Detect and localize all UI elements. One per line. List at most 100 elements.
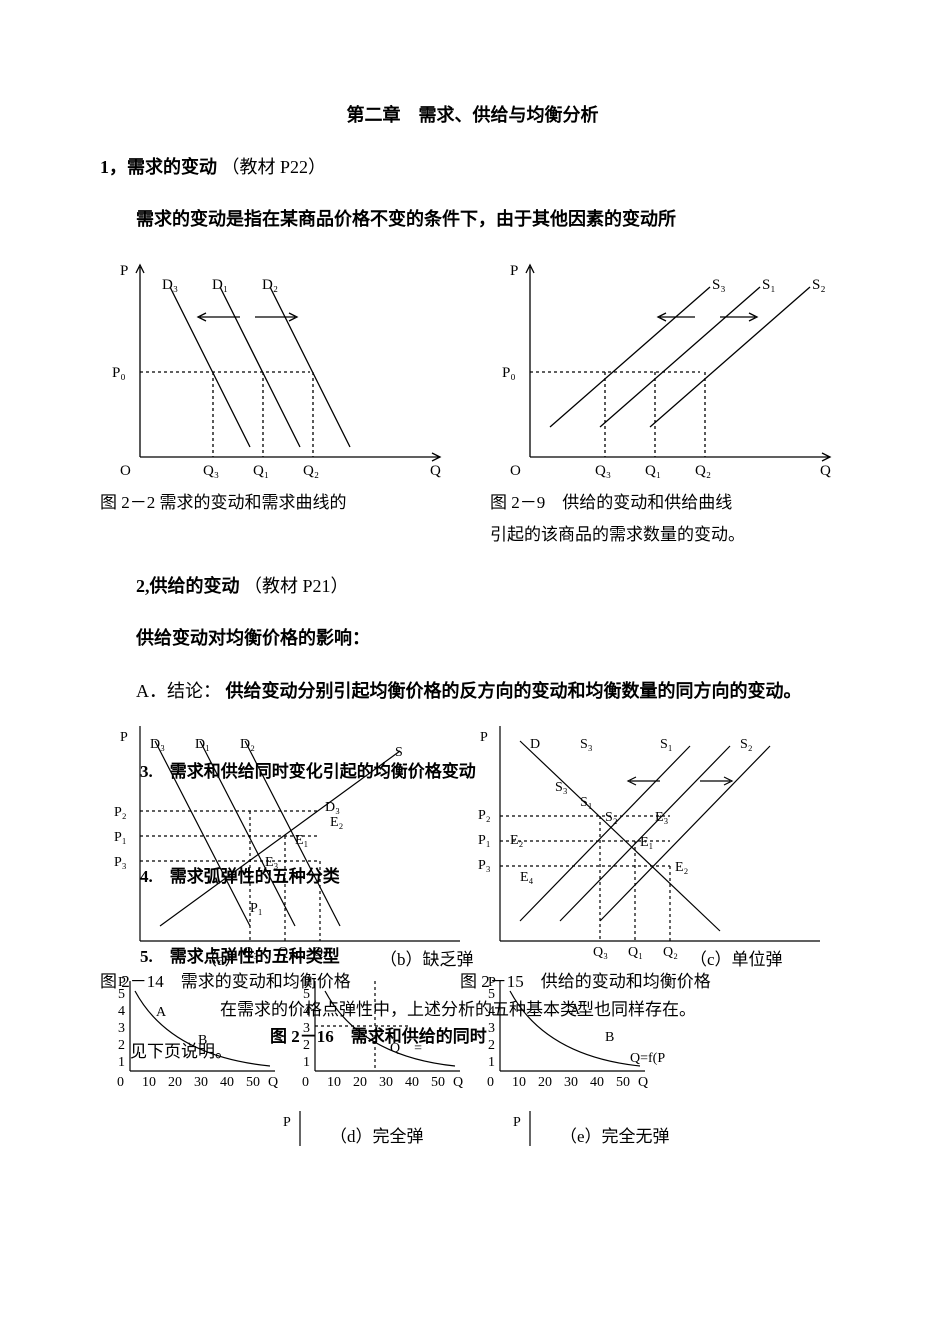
p3-x5: 50 xyxy=(616,1075,630,1090)
fig-2-9-subcaption: 引起的该商品的需求数量的变动。 xyxy=(490,519,850,551)
sec2-conclusion: A．结论： 供给变动分别引起均衡价格的反方向的变动和均衡数量的同方向的变动。 xyxy=(100,674,845,708)
lbl-eqQ: Q = xyxy=(390,1036,422,1063)
fig22-P: P xyxy=(120,263,128,279)
ov-note2: 见下页说明。 xyxy=(130,1036,232,1068)
fig29-S2: S₂ xyxy=(812,277,826,293)
ov-line4: 4. 需求弧弹性的五种分类 xyxy=(140,861,340,893)
p2-x1: 10 xyxy=(327,1075,341,1090)
ov-S2: S₂ xyxy=(740,737,753,752)
fig29-Q2: Q₂ xyxy=(695,463,711,479)
conc-text: 供给变动分别引起均衡价格的反方向的变动和均衡数量的同方向的变动。 xyxy=(226,681,802,701)
ov-P1b: P₁ xyxy=(250,896,263,923)
lbl-c: （c）单位弹 xyxy=(690,944,783,976)
p1-x1: 10 xyxy=(142,1075,156,1090)
fig29-S3: S₃ xyxy=(712,277,726,293)
fig22-D1: D₁ xyxy=(212,277,228,293)
fig-2-9-caption: 图 2－9 供给的变动和供给曲线 xyxy=(490,487,850,519)
lbl-b: （b）缺乏弹 xyxy=(380,944,474,976)
fig-2-9-svg: P P₀ O Q S₃ S₁ S₂ Q₃ Q₁ Q₂ xyxy=(490,257,850,487)
fig29-P: P xyxy=(510,263,518,279)
ov-P-r: P xyxy=(480,730,488,745)
sec1-para: 需求的变动是指在某商品价格不变的条件下，由于其他因素的变动所 xyxy=(100,202,845,236)
fig29-P0: P₀ xyxy=(502,365,516,381)
ov-P1r: P₁ xyxy=(478,833,491,848)
ov-D: D xyxy=(530,737,540,752)
fig22-Q2: Q₂ xyxy=(303,463,319,479)
fig22-O: O xyxy=(120,463,131,479)
lbl-d: （d）完全弹 xyxy=(330,1121,424,1153)
overlay-svg: 1 2 3 4 5 0 10 20 30 40 50 Q 1 2 3 4 5 0 xyxy=(100,726,845,1146)
ov-S3b: S₃ xyxy=(555,780,568,795)
p2-o: 0 xyxy=(302,1075,309,1090)
p2-q: Q xyxy=(453,1075,463,1090)
p3-q: Q xyxy=(638,1075,648,1090)
p3-x1: 10 xyxy=(512,1075,526,1090)
ov-Q1r: Q₁ xyxy=(628,945,643,960)
p1-y1: 1 xyxy=(118,1055,125,1070)
ov-P3r: P₃ xyxy=(478,858,491,873)
ov-line3: 3. 需求和供给同时变化引起的均衡价格变动 xyxy=(140,756,476,788)
p3-x2: 20 xyxy=(538,1075,552,1090)
p1-x5: 50 xyxy=(246,1075,260,1090)
fig22-P0: P₀ xyxy=(112,365,126,381)
p3-x3: 30 xyxy=(564,1075,578,1090)
ov-E2: E₂ xyxy=(330,815,344,830)
ov-D3: D₃ xyxy=(150,737,165,752)
p2-x4: 40 xyxy=(405,1075,419,1090)
fig22-Q: Q xyxy=(430,463,441,479)
ov-E1: E₁ xyxy=(295,833,308,848)
fig-2-2-caption: 图 2－2 需求的变动和需求曲线的 xyxy=(100,487,460,519)
ov-A1: A xyxy=(156,1005,167,1020)
pd-P: P xyxy=(283,1115,291,1130)
ov-E2l: E₂ xyxy=(510,833,524,848)
fig29-O: O xyxy=(510,463,521,479)
fig22-Q1: Q₁ xyxy=(253,463,269,479)
sec1-head-text: 1，需求的变动 xyxy=(100,157,217,177)
p1-x2: 20 xyxy=(168,1075,182,1090)
ov-Q3r: Q₃ xyxy=(593,945,608,960)
fig29-Q1: Q₁ xyxy=(645,463,661,479)
p2-x2: 20 xyxy=(353,1075,367,1090)
p3-o: 0 xyxy=(487,1075,494,1090)
ov-P-l: P xyxy=(120,730,128,745)
p3-y1: 1 xyxy=(488,1055,495,1070)
fig-2-2-svg: P P₀ O Q D₃ D₁ D₂ Q₃ Q₁ Q₂ xyxy=(100,257,460,487)
overlapping-figures: 1 2 3 4 5 0 10 20 30 40 50 Q 1 2 3 4 5 0 xyxy=(100,726,845,1146)
sec1-ref: （教材 P22） xyxy=(222,157,327,177)
ov-S1: S₁ xyxy=(660,737,673,752)
p1-o: 0 xyxy=(117,1075,124,1090)
p2-x3: 30 xyxy=(379,1075,393,1090)
fig22-Q3: Q₃ xyxy=(203,463,219,479)
sec2-para: 供给变动对均衡价格的影响： xyxy=(100,621,845,655)
fig29-S1: S₁ xyxy=(762,277,776,293)
ov-P1: P₁ xyxy=(114,830,127,845)
fig29-Q3: Q₃ xyxy=(595,463,611,479)
lbl-qf: Q=f(P xyxy=(630,1046,665,1073)
lbl-e: （e）完全无弹 xyxy=(560,1121,670,1153)
p1-y4: 4 xyxy=(118,1004,125,1019)
ov-D1: D₁ xyxy=(195,737,210,752)
p1-y3: 3 xyxy=(118,1021,125,1036)
figure-row-1: P P₀ O Q D₃ D₁ D₂ Q₃ Q₁ Q₂ 图 2－2 需求的变动和需… xyxy=(100,257,845,552)
sec2-ref: （教材 P21） xyxy=(244,576,349,596)
ov-E3r: E₃ xyxy=(655,810,669,825)
ov-D2: D₂ xyxy=(240,737,255,752)
p2-y1: 1 xyxy=(303,1055,310,1070)
fig29-Q: Q xyxy=(820,463,831,479)
ov-E4: E₄ xyxy=(520,870,534,885)
chapter-title: 第二章 需求、供给与均衡分析 xyxy=(100,98,845,132)
section-2-heading: 2,供给的变动 （教材 P21） xyxy=(100,569,845,603)
p1-x3: 30 xyxy=(194,1075,208,1090)
pe-P: P xyxy=(513,1115,521,1130)
ov-S3: S₃ xyxy=(580,737,593,752)
fig22-D3: D₃ xyxy=(162,277,178,293)
conc-lead: A．结论： xyxy=(136,681,221,701)
section-1-heading: 1，需求的变动 （教材 P22） xyxy=(100,150,845,184)
ov-P2r: P₂ xyxy=(478,808,491,823)
p1-x4: 40 xyxy=(220,1075,234,1090)
p2-x5: 50 xyxy=(431,1075,445,1090)
ov-E2r: E₂ xyxy=(675,860,689,875)
fig22-D2: D₂ xyxy=(262,277,278,293)
ov-D3b: D₃ xyxy=(325,800,340,815)
figure-2-9: P P₀ O Q S₃ S₁ S₂ Q₃ Q₁ Q₂ 图 2－9 供给的变动和供… xyxy=(490,257,850,552)
